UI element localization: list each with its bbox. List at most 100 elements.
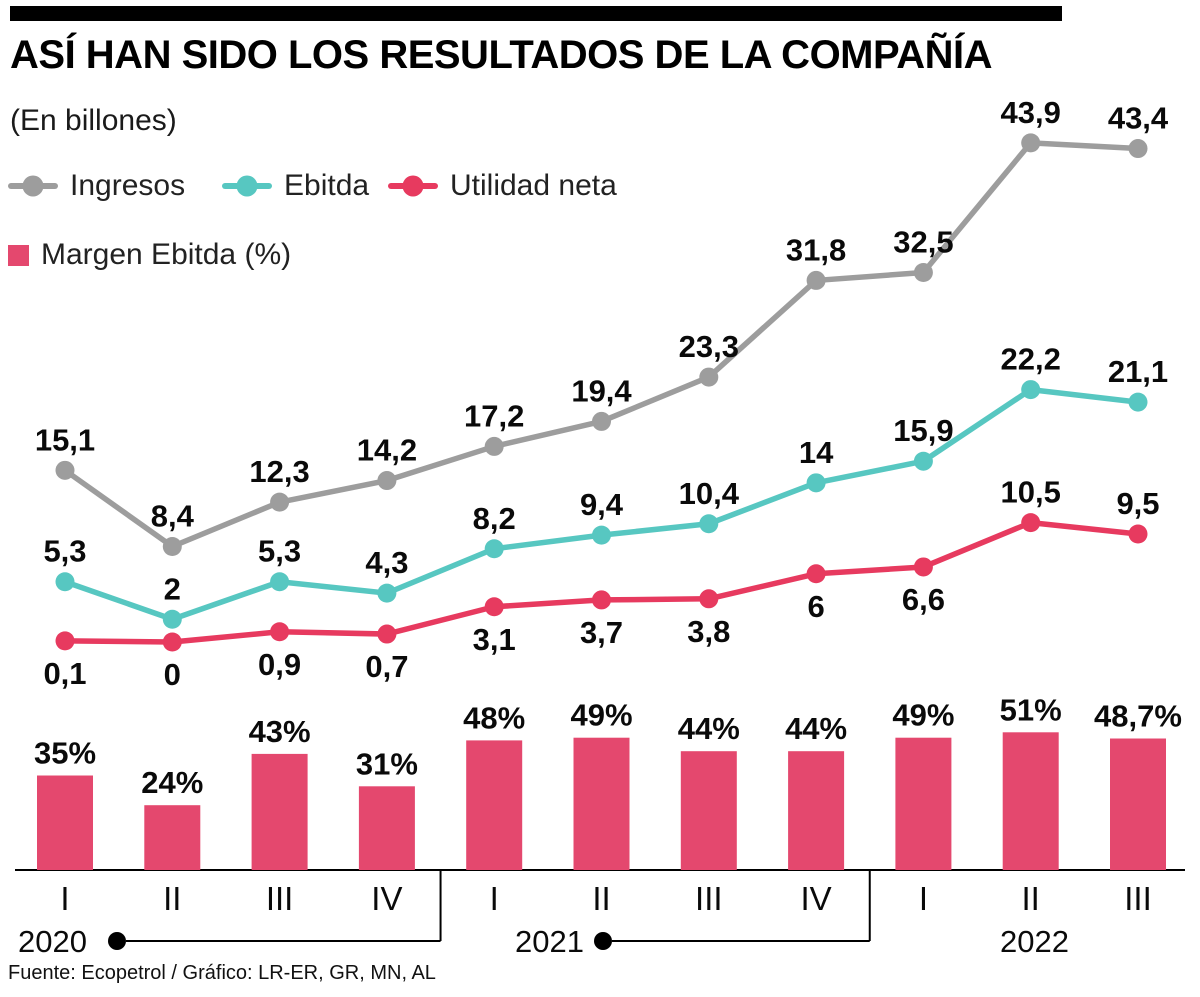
value-label-ingresos: 14,2 [357, 433, 417, 468]
point-ebitda [1128, 392, 1148, 412]
point-ebitda [699, 514, 719, 534]
x-tick-label: II [163, 880, 181, 917]
bar-value-label: 51% [1000, 692, 1062, 727]
line-ingresos [62, 140, 1141, 550]
point-ebitda [1021, 380, 1041, 400]
point-ebitda [806, 473, 826, 493]
point-ebitda [55, 572, 75, 592]
x-tick-label: IV [801, 880, 832, 917]
year-label: 2021 [515, 924, 584, 959]
line-marker-icon [222, 175, 272, 197]
value-label-ingresos: 15,1 [35, 422, 95, 457]
value-label-utilidad-neta: 6 [807, 589, 824, 624]
point-utilidad-neta [1021, 513, 1041, 533]
point-utilidad-neta [592, 590, 611, 610]
x-tick-label: I [60, 880, 69, 917]
point-utilidad-neta [55, 631, 75, 651]
point-ingresos [377, 471, 397, 491]
value-label-ebitda: 5,3 [258, 534, 301, 569]
value-label-ingresos: 8,4 [151, 498, 195, 533]
point-ingresos [1128, 139, 1148, 159]
x-tick-label: III [695, 880, 723, 917]
value-label-ebitda: 4,3 [365, 545, 408, 580]
year-bullet [108, 932, 126, 950]
value-label-utilidad-neta: 3,1 [473, 622, 516, 657]
point-utilidad-neta [377, 624, 397, 644]
bar-value-label: 48% [463, 700, 525, 735]
value-label-ebitda: 5,3 [43, 534, 86, 569]
legend-dot [236, 175, 258, 197]
legend-dot [402, 175, 424, 197]
legend-item-ebitda: Ebitda [222, 169, 369, 203]
point-utilidad-neta [162, 632, 182, 652]
page-title: ASÍ HAN SIDO LOS RESULTADOS DE LA COMPAÑ… [10, 33, 993, 77]
value-label-utilidad-neta: 6,6 [902, 582, 945, 617]
value-label-ebitda: 10,4 [679, 476, 740, 511]
value-label-utilidad-neta: 3,7 [580, 615, 623, 650]
value-label-ebitda: 21,1 [1108, 354, 1168, 389]
point-ingresos [699, 367, 719, 387]
legend-item-margen-ebitda: Margen Ebitda (%) [8, 238, 291, 272]
top-accent-bar [10, 6, 1062, 21]
legend-label-utilidad-neta: Utilidad neta [450, 169, 617, 202]
value-label-utilidad-neta: 0,1 [43, 656, 86, 691]
point-ingresos [162, 536, 182, 556]
x-tick-label: III [266, 880, 294, 917]
year-bullet [594, 932, 612, 950]
point-ingresos [592, 411, 611, 431]
point-utilidad-neta [913, 557, 933, 577]
value-label-ebitda: 15,9 [893, 413, 953, 448]
value-label-utilidad-neta: 3,8 [687, 614, 730, 649]
value-label-ingresos: 12,3 [249, 454, 309, 489]
point-ingresos [270, 492, 290, 512]
x-tick-label: III [1124, 880, 1152, 917]
bar-value-label: 49% [892, 698, 954, 733]
value-label-ebitda: 22,2 [1001, 342, 1061, 377]
bar-value-label: 31% [356, 746, 418, 781]
bar-value-label: 48,7% [1094, 699, 1182, 734]
line-marker-icon [8, 175, 58, 197]
legend-item-ingresos: Ingresos [8, 169, 185, 203]
bar-margen-ebitda [680, 751, 737, 870]
x-tick-label: I [490, 880, 499, 917]
bar-value-label: 35% [34, 736, 96, 771]
point-utilidad-neta [1128, 524, 1148, 544]
point-ebitda [592, 525, 611, 545]
value-label-ingresos: 19,4 [571, 373, 632, 408]
point-ingresos [913, 262, 933, 282]
point-utilidad-neta [699, 589, 719, 609]
bar-margen-ebitda [358, 786, 415, 870]
bar-value-label: 44% [678, 711, 740, 746]
bar-margen-ebitda [251, 753, 308, 870]
x-tick-label: II [592, 880, 610, 917]
bar-margen-ebitda [466, 740, 523, 870]
point-ebitda [270, 572, 290, 592]
value-label-ingresos: 23,3 [679, 329, 739, 364]
x-tick-label: I [919, 880, 928, 917]
bar-margen-ebitda [573, 737, 630, 870]
point-ingresos [55, 460, 75, 480]
legend-item-utilidad-neta: Utilidad neta [388, 169, 617, 203]
bar-marker-icon [8, 244, 29, 266]
year-label: 2022 [1000, 924, 1069, 959]
point-utilidad-neta [806, 564, 826, 584]
point-ingresos [806, 270, 826, 290]
value-label-utilidad-neta: 9,5 [1116, 486, 1159, 521]
year-label: 2020 [18, 924, 87, 959]
value-label-ebitda: 9,4 [580, 487, 624, 522]
value-label-ingresos: 43,4 [1108, 101, 1169, 136]
value-label-ingresos: 31,8 [786, 232, 846, 267]
value-label-ebitda: 2 [164, 571, 181, 606]
point-utilidad-neta [270, 622, 290, 642]
legend-label-margen-ebitda: Margen Ebitda (%) [41, 238, 292, 271]
legend-label-ingresos: Ingresos [70, 169, 186, 202]
legend-label-ebitda: Ebitda [284, 169, 370, 202]
point-ebitda [162, 609, 182, 629]
chart-unit-subtitle: (En billones) [10, 104, 177, 137]
point-ebitda [484, 539, 504, 559]
point-ingresos [484, 436, 504, 456]
bar-value-label: 43% [249, 714, 311, 749]
value-label-utilidad-neta: 0,7 [365, 649, 408, 684]
